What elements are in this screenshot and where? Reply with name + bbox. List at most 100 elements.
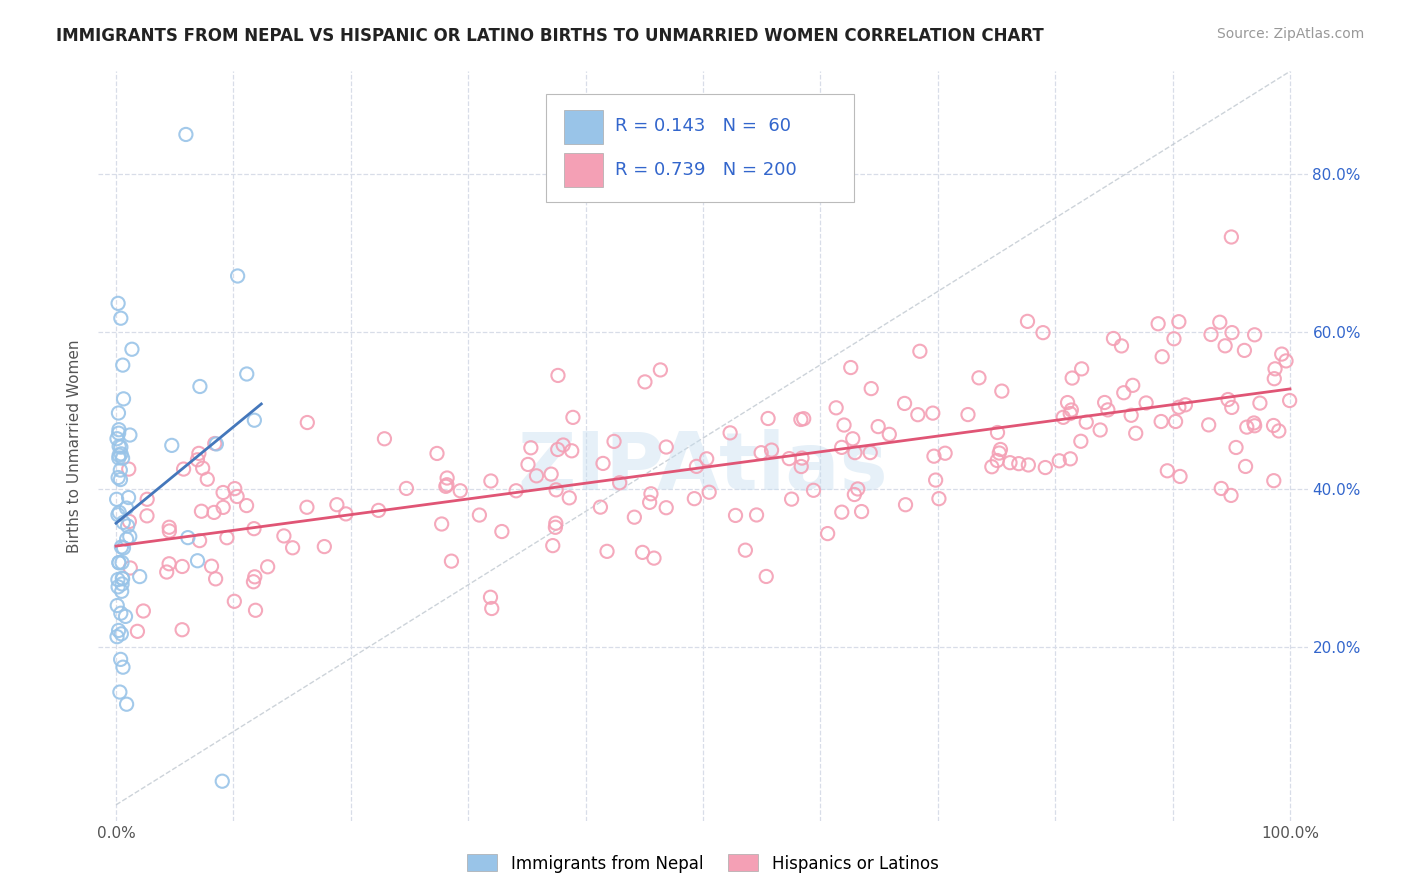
Point — [200, 559, 222, 574]
Point — [326, 498, 349, 512]
Point — [1152, 350, 1174, 364]
Point — [868, 419, 890, 434]
Point — [1213, 339, 1236, 353]
Point — [734, 543, 756, 558]
Point — [1263, 474, 1285, 488]
Point — [990, 442, 1012, 457]
Point — [395, 482, 418, 496]
Point — [986, 453, 1008, 467]
Point — [191, 461, 214, 475]
Point — [894, 498, 917, 512]
Point — [790, 459, 813, 474]
Point — [108, 685, 131, 699]
Point — [111, 660, 134, 674]
Point — [117, 519, 139, 533]
Point — [998, 456, 1021, 470]
Point — [111, 572, 134, 586]
Point — [991, 384, 1014, 398]
Point — [638, 495, 661, 509]
Point — [136, 492, 159, 507]
Point — [1243, 416, 1265, 430]
Point — [157, 557, 180, 571]
Point — [761, 443, 783, 458]
Point — [243, 522, 266, 536]
Point — [107, 450, 129, 465]
Point — [243, 413, 266, 427]
Point — [1059, 407, 1081, 421]
Point — [988, 446, 1011, 460]
Point — [832, 417, 855, 432]
Point — [655, 440, 678, 454]
Point — [745, 508, 768, 522]
Point — [110, 606, 132, 620]
Point — [1121, 409, 1143, 423]
Point — [173, 462, 195, 476]
Point — [212, 485, 235, 500]
Point — [592, 457, 614, 471]
Point — [108, 439, 131, 453]
Point — [226, 268, 249, 283]
Point — [634, 375, 657, 389]
Point — [893, 396, 915, 410]
Point — [793, 411, 815, 425]
Point — [623, 510, 645, 524]
Point — [803, 483, 825, 498]
Point — [110, 627, 132, 641]
Point — [1234, 459, 1257, 474]
Point — [468, 508, 491, 522]
Point — [1243, 418, 1265, 433]
Point — [108, 556, 131, 570]
Point — [1008, 457, 1031, 471]
Point — [195, 472, 218, 486]
Point — [118, 515, 141, 529]
Point — [107, 406, 129, 420]
Point — [314, 540, 336, 554]
Point — [110, 447, 132, 461]
Point — [436, 477, 458, 491]
Point — [226, 490, 249, 504]
Point — [1033, 460, 1056, 475]
Point — [107, 470, 129, 484]
Point — [110, 652, 132, 666]
Point — [697, 485, 720, 500]
Point — [1278, 393, 1301, 408]
Point — [107, 296, 129, 310]
Point — [156, 565, 179, 579]
Point — [718, 425, 741, 440]
Point — [132, 604, 155, 618]
Point — [367, 503, 389, 517]
Point — [108, 448, 131, 462]
Point — [111, 451, 134, 466]
Point — [1174, 398, 1197, 412]
Point — [110, 540, 132, 554]
Point — [1135, 396, 1157, 410]
Point — [1263, 418, 1285, 433]
Text: Source: ZipAtlas.com: Source: ZipAtlas.com — [1216, 27, 1364, 41]
Point — [426, 446, 449, 460]
Point — [242, 574, 264, 589]
Point — [1249, 396, 1271, 410]
Point — [335, 507, 357, 521]
Point — [1125, 426, 1147, 441]
Point — [190, 504, 212, 518]
Point — [908, 344, 931, 359]
Point — [111, 571, 134, 585]
Point — [1070, 434, 1092, 449]
Point — [112, 541, 135, 555]
Point — [842, 432, 865, 446]
Point — [1199, 327, 1222, 342]
Point — [211, 774, 233, 789]
Point — [202, 505, 225, 519]
Point — [1102, 331, 1125, 345]
Point — [114, 609, 136, 624]
Point — [373, 432, 395, 446]
Point — [186, 554, 208, 568]
Point — [1047, 454, 1070, 468]
Point — [243, 570, 266, 584]
Point — [544, 516, 567, 531]
Point — [517, 458, 540, 472]
Point — [609, 475, 631, 490]
Point — [1032, 326, 1054, 340]
Point — [115, 501, 138, 516]
Point — [790, 451, 813, 466]
